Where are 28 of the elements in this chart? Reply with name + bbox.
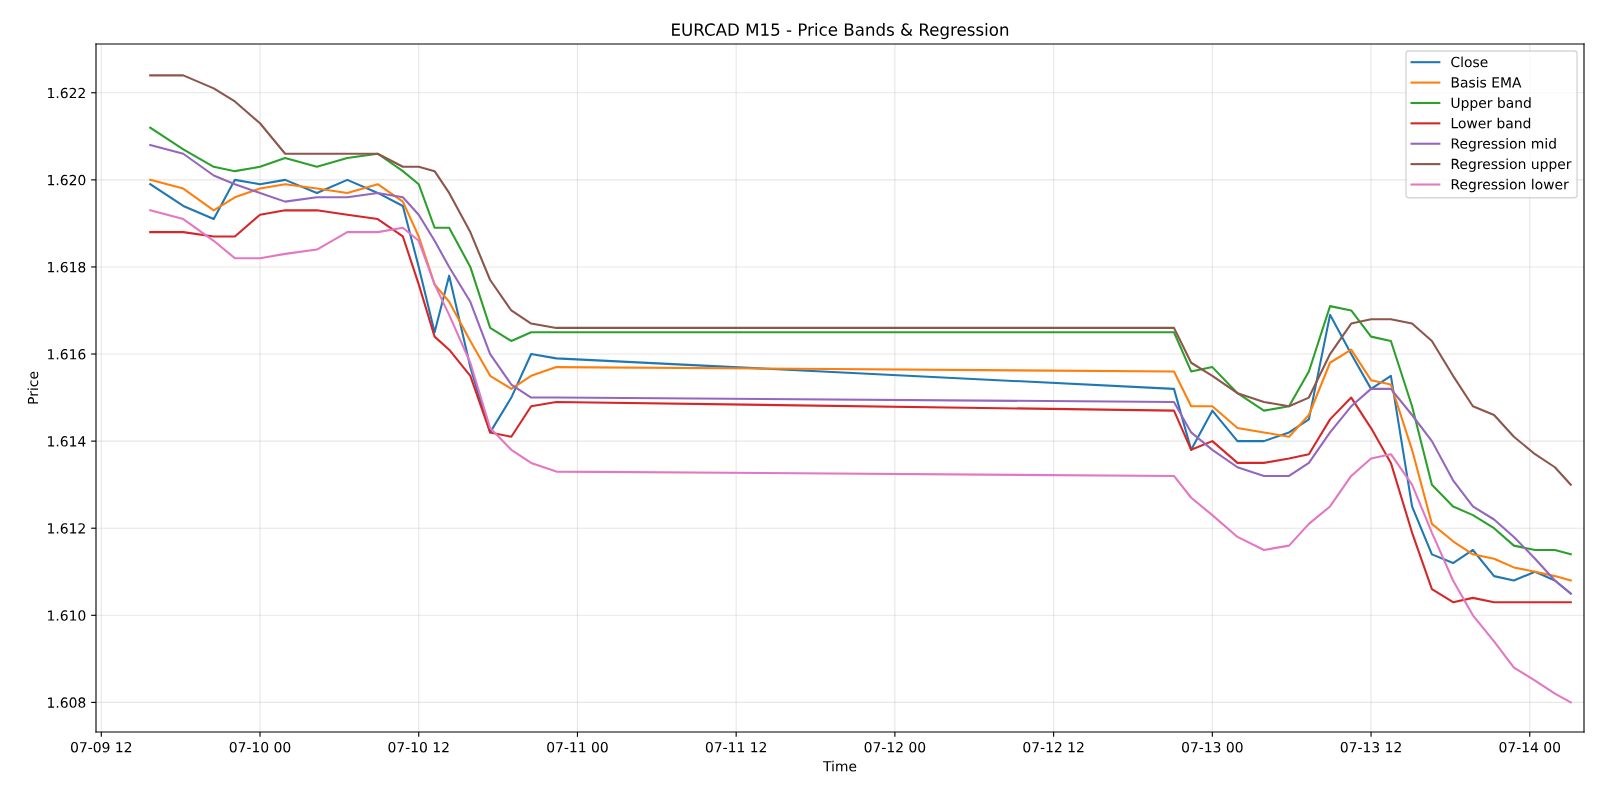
legend-label: Lower band — [1451, 117, 1531, 129]
y-tick-label: 1.622 — [48, 87, 85, 99]
y-tick-label: 1.610 — [48, 610, 86, 621]
x-tick-label: 07-09 12 — [70, 741, 132, 753]
x-axis-title: Time — [822, 760, 857, 772]
y-tick-label: 1.612 — [48, 523, 85, 534]
legend-label: Basis EMA — [1451, 76, 1522, 88]
x-tick-label: 07-12 00 — [864, 741, 926, 753]
legend-label: Upper band — [1451, 97, 1531, 111]
x-tick-label: 07-13 12 — [1340, 741, 1401, 753]
x-tick-label: 07-11 12 — [705, 741, 766, 753]
y-tick-label: 1.614 — [48, 436, 86, 447]
legend-label: Regression upper — [1451, 158, 1572, 172]
legend-label: Regression mid — [1451, 138, 1556, 152]
legend-label: Close — [1451, 56, 1488, 68]
chart-title: EURCAD M15 - Price Bands & Regression — [672, 23, 1009, 40]
y-tick-label: 1.618 — [48, 261, 86, 273]
x-tick-label: 07-10 12 — [388, 741, 449, 753]
x-tick-label: 07-12 12 — [1023, 741, 1084, 753]
legend-label: Regression lower — [1451, 178, 1569, 193]
x-tick-label: 07-11 00 — [547, 741, 608, 753]
y-tick-label: 1.608 — [48, 697, 86, 708]
y-tick-label: 1.616 — [48, 349, 86, 360]
x-tick-label: 07-13 00 — [1182, 741, 1243, 753]
x-tick-label: 07-14 00 — [1499, 741, 1561, 753]
x-tick-label: 07-10 00 — [229, 741, 291, 753]
y-axis-title: Price — [27, 371, 39, 404]
y-tick-label: 1.620 — [48, 174, 86, 186]
